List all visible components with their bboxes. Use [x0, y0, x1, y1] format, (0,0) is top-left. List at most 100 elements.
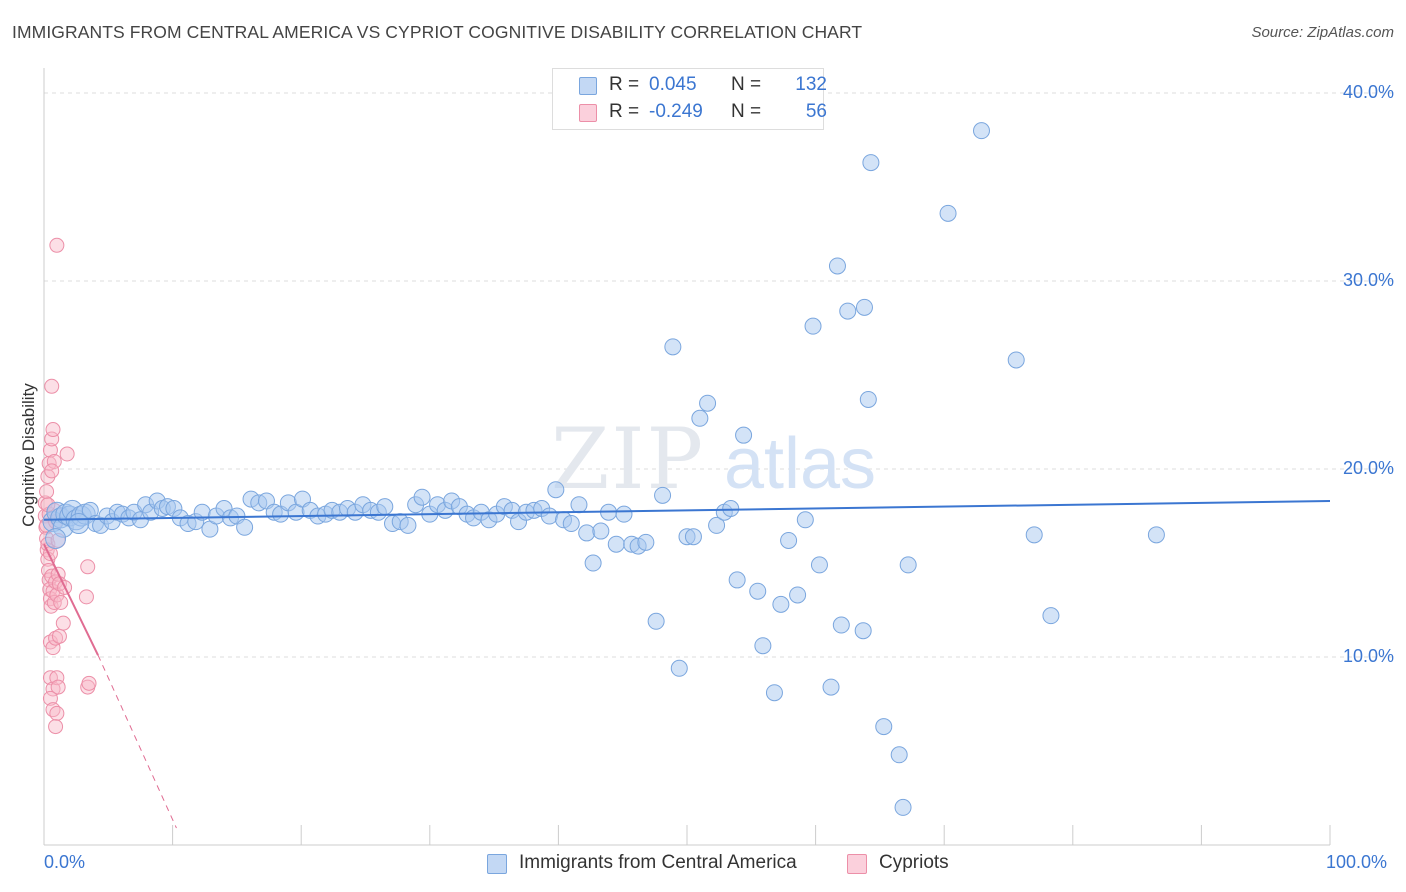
central-america-point: [728, 571, 746, 589]
central-america-point: [664, 338, 682, 356]
cypriots-point: [59, 446, 75, 462]
cypriots-point: [45, 422, 61, 438]
cypriots-point: [78, 589, 94, 605]
cypriots-point: [49, 237, 65, 253]
legend-r-value: 0.045: [649, 74, 697, 95]
cypriots-point: [42, 442, 58, 458]
central-america-point: [699, 394, 717, 412]
legend-r-label: R =: [609, 101, 640, 122]
cypriots-point: [49, 670, 65, 686]
watermark-zip: ZIP: [551, 410, 705, 508]
central-america-point: [578, 524, 596, 542]
cypriots-trendline: [43, 543, 99, 656]
central-america-point: [722, 499, 740, 517]
central-america-point: [832, 616, 850, 634]
watermark: ZIP atlas: [551, 410, 876, 508]
x-tick-min: 0.0%: [44, 852, 86, 872]
cypriots-point: [49, 705, 65, 721]
cypriots-point: [81, 675, 97, 691]
series-swatch-pink: [847, 854, 867, 874]
central-america-point: [839, 302, 857, 320]
y-axis-label: Cognitive Disability: [19, 383, 38, 527]
central-america-point: [637, 533, 655, 551]
series-label: Cypriots: [879, 852, 949, 873]
central-america-point: [1042, 607, 1060, 625]
central-america-point: [615, 505, 633, 523]
cypriots-point: [55, 615, 71, 631]
cypriots-points: [37, 237, 97, 735]
central-america-point: [749, 582, 767, 600]
legend-r-value: -0.249: [649, 101, 703, 122]
central-america-point: [862, 154, 880, 172]
central-america-point: [684, 528, 702, 546]
cypriots-point: [44, 431, 60, 447]
central-america-point: [780, 531, 798, 549]
central-america-point: [584, 554, 602, 572]
central-america-point: [939, 204, 957, 222]
central-america-point: [828, 257, 846, 275]
cypriots-point: [48, 719, 64, 735]
central-america-point: [796, 511, 814, 529]
central-america-point: [765, 684, 783, 702]
central-america-point: [789, 586, 807, 604]
central-america-point: [875, 718, 893, 736]
cypriots-point: [80, 559, 96, 575]
central-america-point: [772, 595, 790, 613]
central-america-point: [562, 515, 580, 533]
y-tick-label: 30.0%: [1342, 270, 1394, 291]
central-america-point: [859, 390, 877, 408]
central-america-point: [540, 507, 558, 525]
axes: [43, 68, 1331, 846]
chart-title: IMMIGRANTS FROM CENTRAL AMERICA VS CYPRI…: [12, 22, 863, 42]
cypriots-point: [50, 679, 66, 695]
legend-r-label: R =: [609, 74, 640, 95]
central-america-point: [654, 486, 672, 504]
central-america-point: [592, 522, 610, 540]
grid-lines: [44, 92, 1392, 658]
central-america-point: [607, 535, 625, 553]
central-america-point: [972, 122, 990, 140]
central-america-point: [899, 556, 917, 574]
central-america-point: [810, 556, 828, 574]
central-america-point: [399, 516, 417, 534]
cypriots-point: [42, 690, 58, 706]
cypriots-point: [46, 454, 62, 469]
cypriots-point: [44, 463, 60, 479]
source-credit: Source: ZipAtlas.com: [1251, 24, 1394, 41]
central-america-point: [68, 513, 90, 535]
legend-n-label: N =: [731, 101, 762, 122]
y-tick-label: 40.0%: [1342, 82, 1394, 103]
y-tick-label: 20.0%: [1342, 458, 1394, 479]
central-america-point: [691, 409, 709, 427]
central-america-point: [413, 488, 431, 506]
central-america-point: [890, 746, 908, 764]
central-america-point: [376, 498, 394, 516]
cypriots-point: [53, 594, 69, 610]
x-tick-max: 100.0%: [1326, 852, 1388, 872]
cypriots-point: [39, 484, 55, 500]
central-america-point: [570, 496, 588, 514]
central-america-point: [855, 298, 873, 316]
central-america-point: [1025, 526, 1043, 544]
central-america-point: [708, 516, 726, 534]
central-america-point: [647, 612, 665, 630]
central-america-point: [670, 659, 688, 677]
central-america-point: [854, 622, 872, 640]
legend-n-label: N =: [731, 74, 762, 95]
central-america-point: [1147, 526, 1165, 544]
central-america-point: [822, 678, 840, 696]
cypriots-point: [45, 640, 61, 656]
stats-legend: R = 0.045 N = 132 R = -0.249 N = 56: [552, 68, 827, 130]
central-america-point: [45, 528, 67, 550]
legend-n-value: 56: [805, 101, 827, 122]
legend-swatch-pink: [579, 104, 597, 122]
cypriots-point: [48, 630, 64, 646]
y-tick-label: 10.0%: [1342, 646, 1394, 666]
series-swatch-blue: [487, 854, 507, 874]
central-america-point: [735, 426, 753, 444]
cypriots-trendline-extension: [97, 654, 177, 829]
trend-lines: [43, 499, 1331, 829]
series-label: Immigrants from Central America: [519, 852, 797, 873]
cypriots-point: [49, 587, 65, 603]
